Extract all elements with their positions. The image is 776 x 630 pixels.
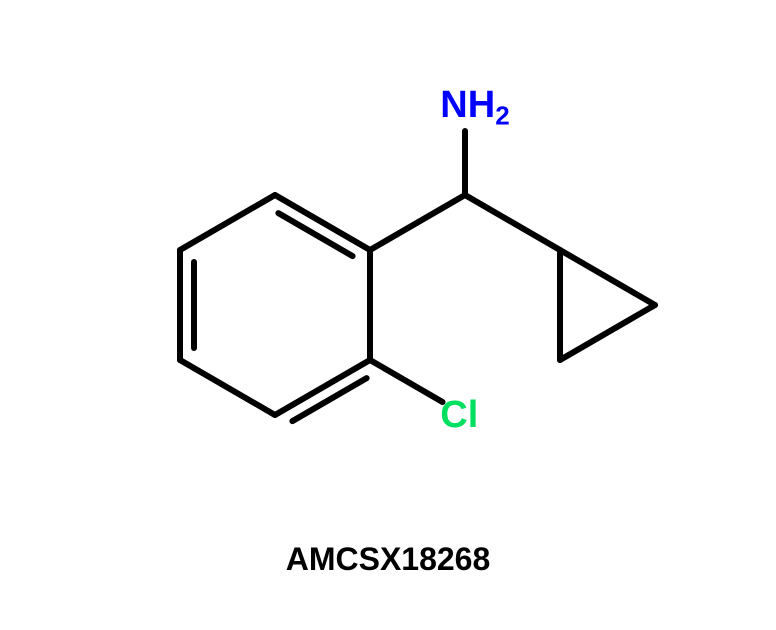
atom-labels-layer: NH2 Cl: [440, 84, 509, 436]
cl-label: Cl: [440, 394, 478, 436]
bonds-layer: [180, 131, 655, 421]
compound-id-caption: AMCSX18268: [286, 541, 491, 577]
molecule-diagram: NH2 Cl AMCSX18268: [0, 0, 776, 630]
nh2-label: NH2: [440, 84, 509, 131]
